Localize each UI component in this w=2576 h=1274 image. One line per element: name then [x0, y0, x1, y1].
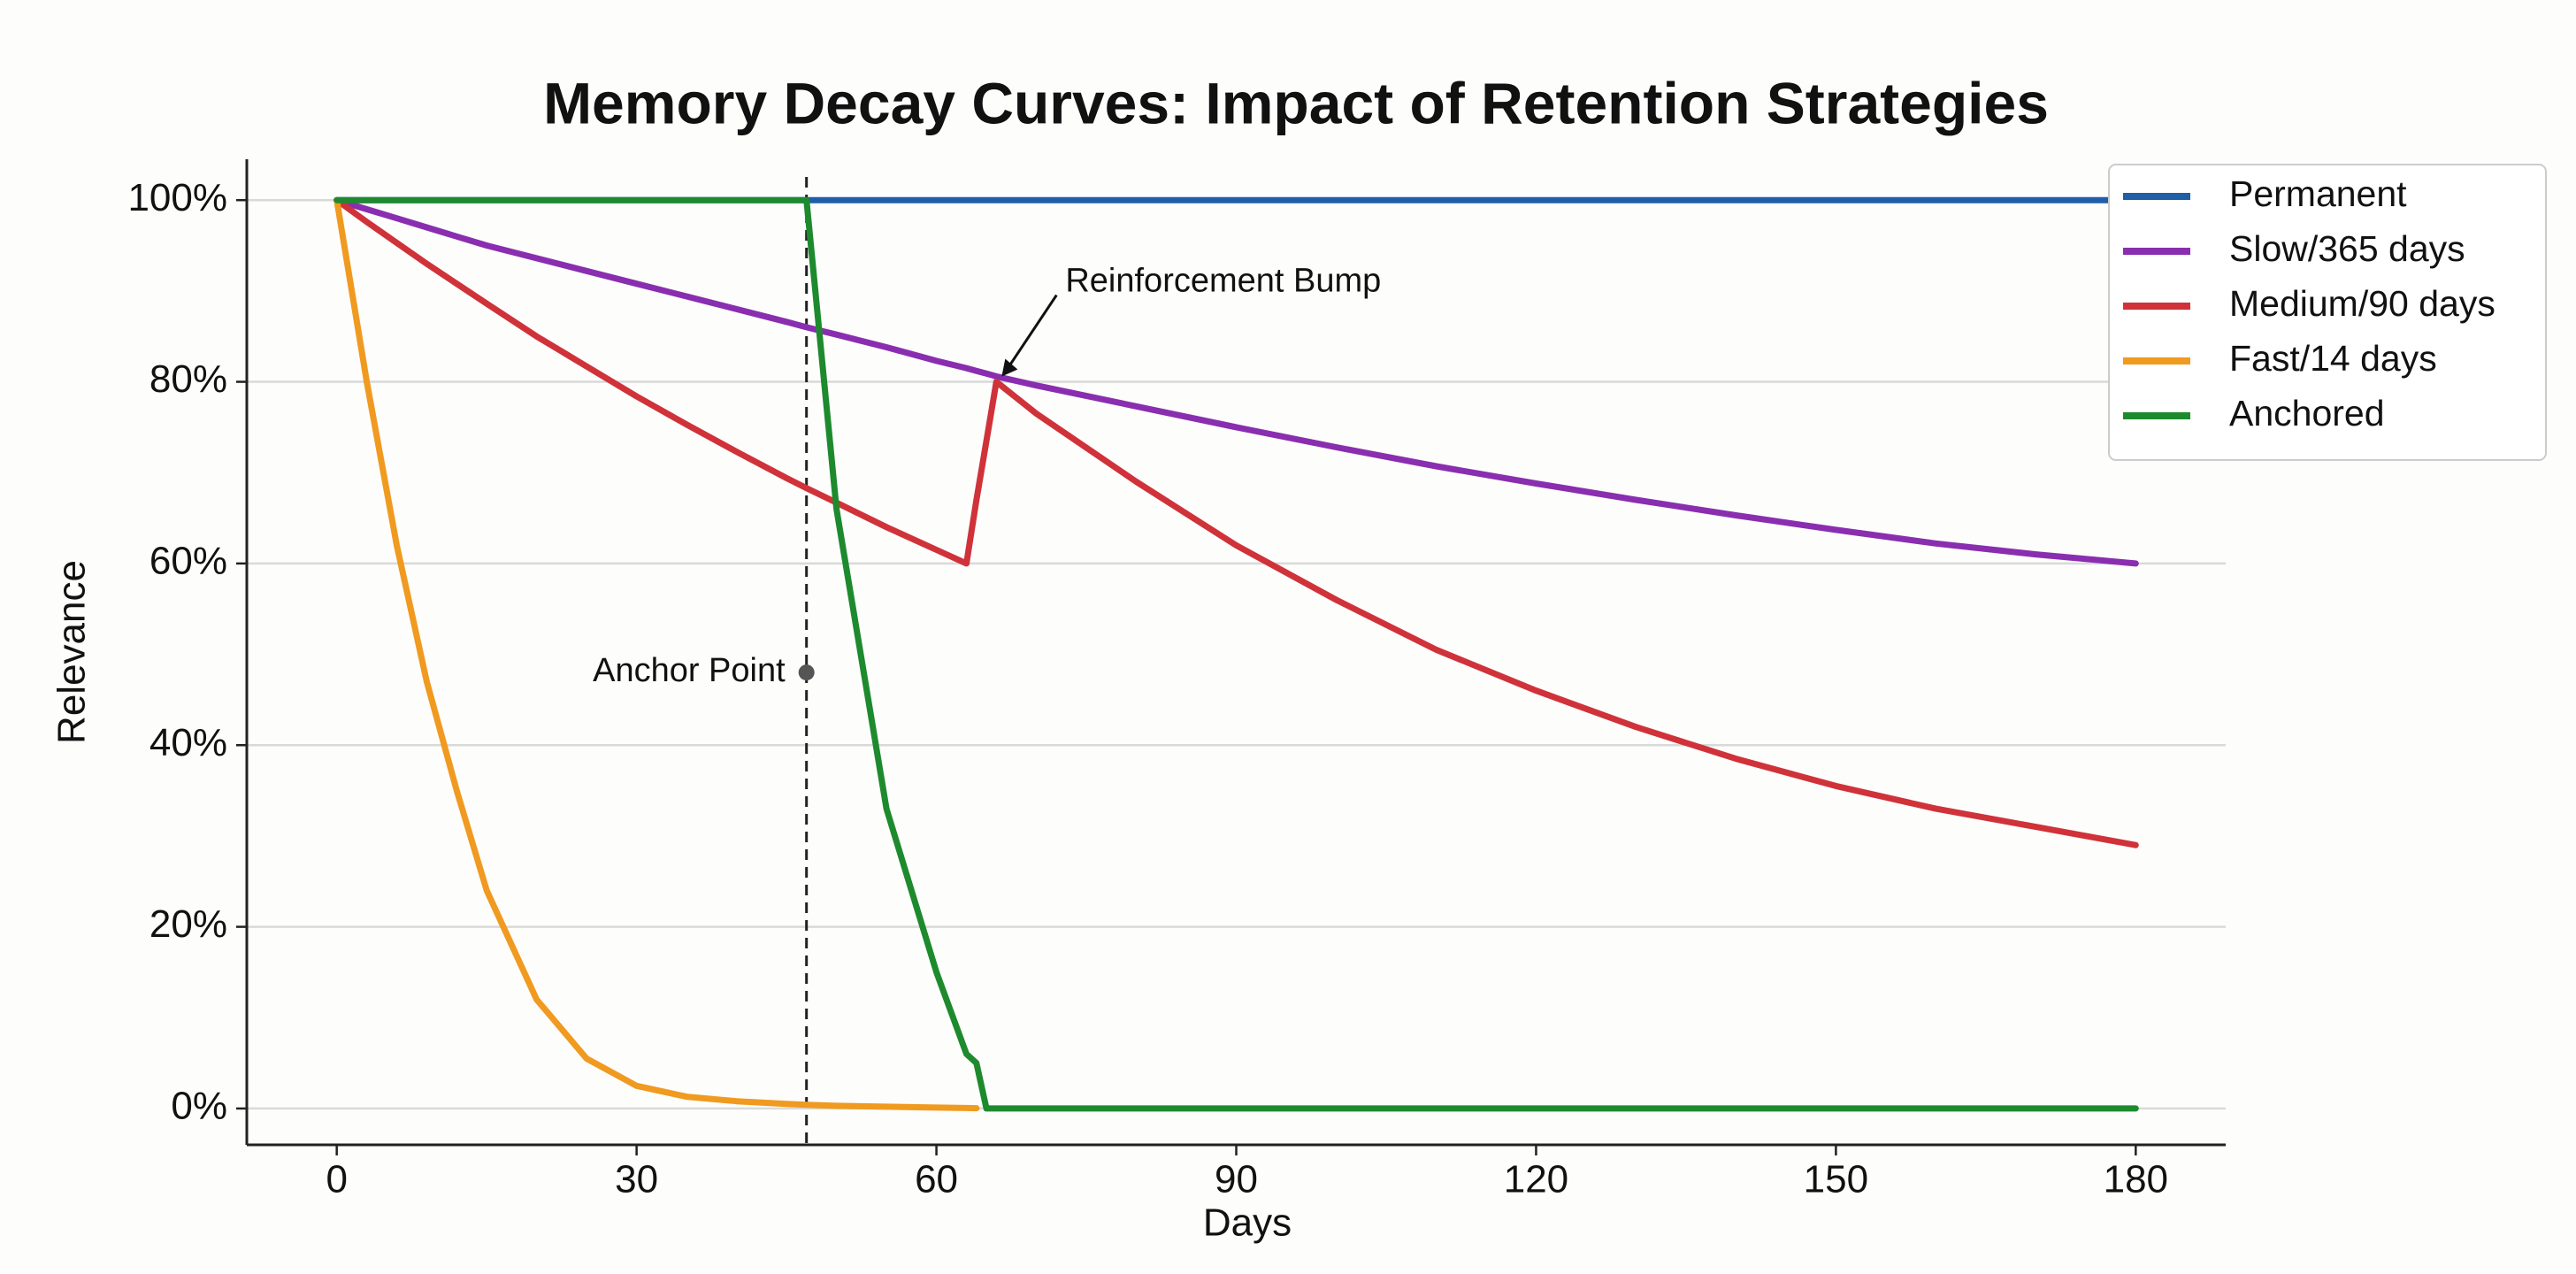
anchor-dot — [798, 664, 815, 681]
x-tick-label: 90 — [1215, 1158, 1258, 1201]
y-tick-label: 0% — [171, 1085, 227, 1128]
y-tick-label: 100% — [127, 176, 227, 219]
legend-label: Slow/365 days — [2229, 228, 2465, 269]
x-axis-label: Days — [1203, 1201, 1292, 1245]
legend-box — [2108, 164, 2547, 461]
y-tick-label: 60% — [150, 540, 227, 583]
series-line — [334, 196, 2139, 848]
y-tick-label: 80% — [150, 357, 227, 401]
x-tick-label: 0 — [326, 1158, 347, 1201]
annotation: Anchor Point — [593, 652, 786, 689]
series-line — [334, 196, 2139, 567]
y-axis-label: Relevance — [50, 560, 94, 744]
x-tick-label: 150 — [1804, 1158, 1868, 1201]
x-tick-label: 120 — [1504, 1158, 1568, 1201]
chart-title: Memory Decay Curves: Impact of Retention… — [543, 70, 2049, 135]
annotation-arrow — [1002, 294, 1058, 376]
y-tick-label: 20% — [150, 902, 227, 946]
annotation: Reinforcement Bump — [1065, 263, 1381, 300]
x-tick-label: 180 — [2104, 1158, 2168, 1201]
legend: Permanent Slow/365 days Medium/90 days Fast… — [2108, 164, 2547, 461]
legend-label: Anchored — [2229, 393, 2385, 434]
legend-label: Medium/90 days — [2229, 283, 2496, 324]
x-tick-label: 60 — [915, 1158, 958, 1201]
series-line — [334, 196, 2139, 1112]
legend-label: Fast/14 days — [2229, 338, 2437, 379]
series-line — [334, 196, 980, 1112]
annotation-arrowhead — [1001, 358, 1018, 377]
y-tick-label: 40% — [150, 721, 227, 764]
legend-label: Permanent — [2229, 173, 2407, 214]
x-tick-label: 30 — [615, 1158, 658, 1201]
